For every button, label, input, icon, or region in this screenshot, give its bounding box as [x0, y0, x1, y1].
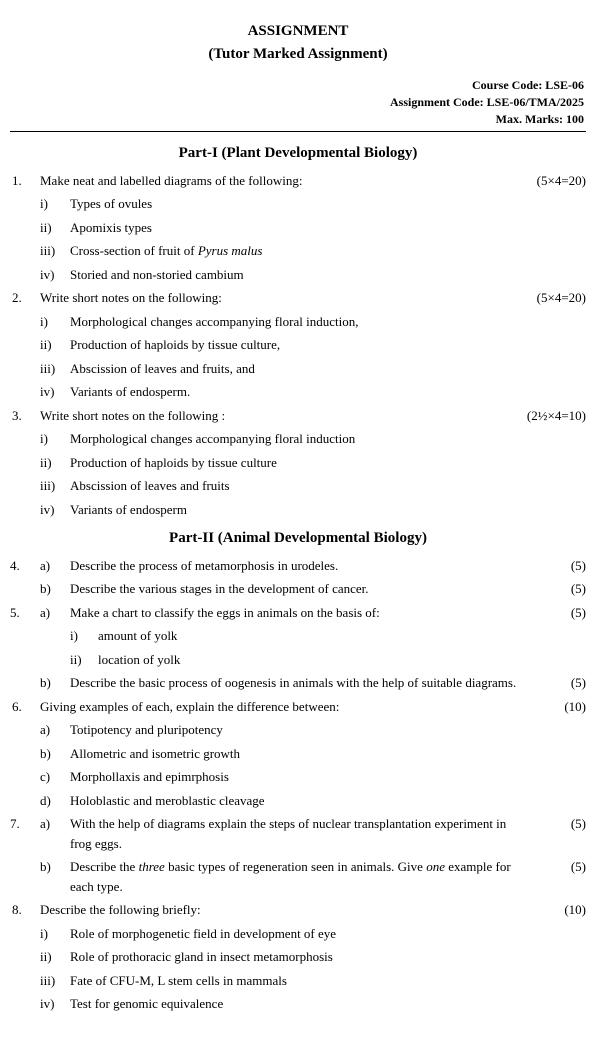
q8-ii: ii)Role of prothoracic gland in insect m… [10, 947, 586, 967]
question-3: 3. Write short notes on the following : … [10, 406, 586, 426]
q4-b: b) Describe the various stages in the de… [10, 579, 586, 599]
q8-iii: iii)Fate of CFU-M, L stem cells in mamma… [10, 971, 586, 991]
q3-num: 3. [10, 406, 40, 426]
q1-i-label: i) [40, 194, 70, 214]
question-1: 1. Make neat and labelled diagrams of th… [10, 171, 586, 191]
max-marks: Max. Marks: 100 [10, 111, 586, 128]
doc-title: ASSIGNMENT [10, 20, 586, 43]
q5-num: 5. [10, 603, 40, 623]
q2-num: 2. [10, 288, 40, 308]
q2-iv: iv)Variants of endosperm. [10, 382, 586, 402]
q1-ii: ii) Apomixis types [10, 218, 586, 238]
q1-ii-label: ii) [40, 218, 70, 238]
question-8: 8. Describe the following briefly: (10) [10, 900, 586, 920]
q6-d: d)Holoblastic and meroblastic cleavage [10, 791, 586, 811]
q5-a: 5. a) Make a chart to classify the eggs … [10, 603, 586, 623]
q7-b: b) Describe the three basic types of reg… [10, 857, 586, 896]
q3-marks: (2½×4=10) [516, 406, 586, 426]
q8-num: 8. [10, 900, 40, 920]
q1-text: Make neat and labelled diagrams of the f… [40, 171, 516, 191]
q3-i: i)Morphological changes accompanying flo… [10, 429, 586, 449]
q4-num: 4. [10, 556, 40, 576]
q7-a: 7. a) With the help of diagrams explain … [10, 814, 586, 853]
q1-ii-text: Apomixis types [70, 218, 536, 238]
part2-title: Part-II (Animal Developmental Biology) [10, 527, 586, 550]
q2-iii: iii)Abscission of leaves and fruits, and [10, 359, 586, 379]
q6-text: Giving examples of each, explain the dif… [40, 697, 516, 717]
q8-iv: iv)Test for genomic equivalence [10, 994, 586, 1014]
q3-ii: ii)Production of haploids by tissue cult… [10, 453, 586, 473]
q3-text: Write short notes on the following : [40, 406, 516, 426]
q2-text: Write short notes on the following: [40, 288, 516, 308]
q7-num: 7. [10, 814, 40, 853]
divider [10, 131, 586, 132]
q1-num: 1. [10, 171, 40, 191]
question-6: 6. Giving examples of each, explain the … [10, 697, 586, 717]
q1-iii: iii) Cross-section of fruit of Pyrus mal… [10, 241, 586, 261]
q1-iv-label: iv) [40, 265, 70, 285]
assignment-code: Assignment Code: LSE-06/TMA/2025 [10, 94, 586, 111]
q2-ii: ii)Production of haploids by tissue cult… [10, 335, 586, 355]
q7-b-text: Describe the three basic types of regene… [70, 857, 536, 896]
q1-i-text: Types of ovules [70, 194, 536, 214]
q2-marks: (5×4=20) [516, 288, 586, 308]
part1-title: Part-I (Plant Developmental Biology) [10, 142, 586, 165]
q1-marks: (5×4=20) [516, 171, 586, 191]
question-2: 2. Write short notes on the following: (… [10, 288, 586, 308]
q3-iv: iv)Variants of endosperm [10, 500, 586, 520]
q6-c: c)Morphollaxis and epimrphosis [10, 767, 586, 787]
q6-marks: (10) [516, 697, 586, 717]
doc-subtitle: (Tutor Marked Assignment) [10, 43, 586, 66]
q5-b: b) Describe the basic process of oogenes… [10, 673, 586, 693]
q1-iii-text: Cross-section of fruit of Pyrus malus [70, 241, 536, 261]
q8-text: Describe the following briefly: [40, 900, 516, 920]
q3-iii: iii)Abscission of leaves and fruits [10, 476, 586, 496]
q2-i: i)Morphological changes accompanying flo… [10, 312, 586, 332]
q8-i: i)Role of morphogenetic field in develop… [10, 924, 586, 944]
q8-marks: (10) [516, 900, 586, 920]
q6-b: b)Allometric and isometric growth [10, 744, 586, 764]
q5-a-ii: ii) location of yolk [10, 650, 586, 670]
q1-i: i) Types of ovules [10, 194, 586, 214]
q5-a-i: i) amount of yolk [10, 626, 586, 646]
q6-a: a)Totipotency and pluripotency [10, 720, 586, 740]
q1-iii-label: iii) [40, 241, 70, 261]
q1-iv: iv) Storied and non-storied cambium [10, 265, 586, 285]
q6-num: 6. [10, 697, 40, 717]
q4-a: 4. a) Describe the process of metamorpho… [10, 556, 586, 576]
q1-iv-text: Storied and non-storied cambium [70, 265, 536, 285]
course-code: Course Code: LSE-06 [10, 77, 586, 94]
